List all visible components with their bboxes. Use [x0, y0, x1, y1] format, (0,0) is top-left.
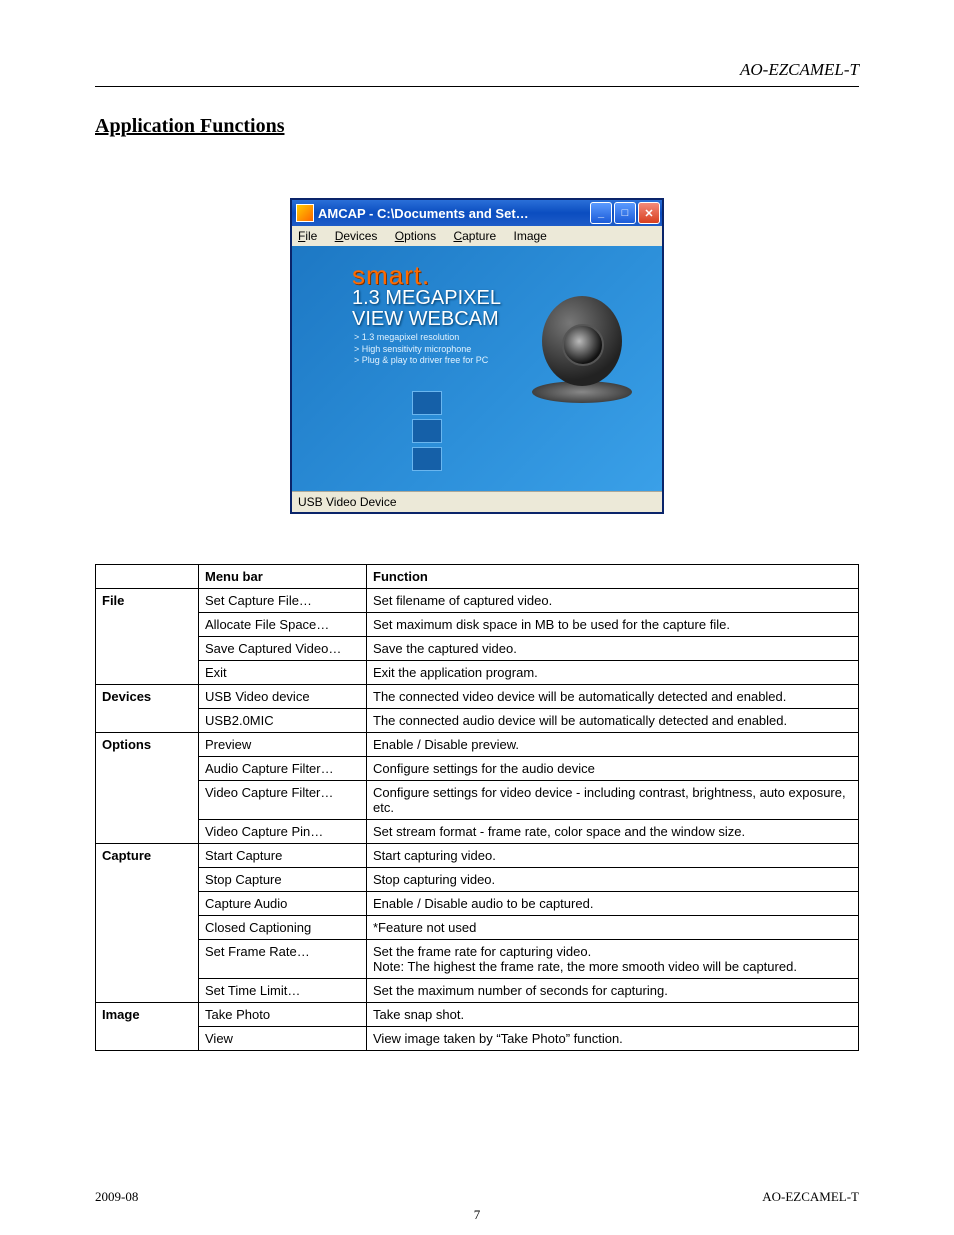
table-row: ExitExit the application program. — [96, 661, 859, 685]
cell-function: Set the maximum number of seconds for ca… — [367, 979, 859, 1003]
cell-function: Enable / Disable audio to be captured. — [367, 892, 859, 916]
menu-options[interactable]: Options — [395, 229, 436, 243]
table-row: Save Captured Video…Save the captured vi… — [96, 637, 859, 661]
table-row: Stop CaptureStop capturing video. — [96, 868, 859, 892]
close-button[interactable]: ✕ — [638, 202, 660, 224]
cell-menu: Video Capture Pin… — [199, 820, 367, 844]
cell-function: Configure settings for video device - in… — [367, 781, 859, 820]
table-row: ViewView image taken by “Take Photo” fun… — [96, 1027, 859, 1051]
app-icon — [296, 204, 314, 222]
cell-menu: Audio Capture Filter… — [199, 757, 367, 781]
video-preview: smart. 1.3 MEGAPIXEL VIEW WEBCAM > 1.3 m… — [292, 246, 662, 491]
cell-function: Set filename of captured video. — [367, 589, 859, 613]
table-row: OptionsPreviewEnable / Disable preview. — [96, 733, 859, 757]
cell-menu: Preview — [199, 733, 367, 757]
table-row: Video Capture Filter…Configure settings … — [96, 781, 859, 820]
cell-function: Configure settings for the audio device — [367, 757, 859, 781]
cell-function: Take snap shot. — [367, 1003, 859, 1027]
table-row: ImageTake PhotoTake snap shot. — [96, 1003, 859, 1027]
function-table: Menu bar Function FileSet Capture File…S… — [95, 564, 859, 1051]
th-category — [96, 565, 199, 589]
table-row: USB2.0MICThe connected audio device will… — [96, 709, 859, 733]
cell-menu: Capture Audio — [199, 892, 367, 916]
menu-capture[interactable]: Capture — [453, 229, 496, 243]
table-row: Audio Capture Filter…Configure settings … — [96, 757, 859, 781]
status-bar: USB Video Device — [292, 491, 662, 512]
footer-product: AO-EZCAMEL-T — [762, 1189, 859, 1205]
cell-menu: Set Capture File… — [199, 589, 367, 613]
table-row: Video Capture Pin…Set stream format - fr… — [96, 820, 859, 844]
table-row: Set Time Limit…Set the maximum number of… — [96, 979, 859, 1003]
header-product: AO-EZCAMEL-T — [95, 60, 859, 87]
cell-function: Save the captured video. — [367, 637, 859, 661]
cell-function: Exit the application program. — [367, 661, 859, 685]
titlebar: AMCAP - C:\Documents and Set… _ □ ✕ — [292, 200, 662, 226]
table-row: DevicesUSB Video deviceThe connected vid… — [96, 685, 859, 709]
cell-menu: Save Captured Video… — [199, 637, 367, 661]
footer-date: 2009-08 — [95, 1189, 138, 1205]
th-function: Function — [367, 565, 859, 589]
cell-function: Set the frame rate for capturing video. … — [367, 940, 859, 979]
cell-menu: Set Time Limit… — [199, 979, 367, 1003]
cell-category: Devices — [96, 685, 199, 733]
cell-menu: Exit — [199, 661, 367, 685]
maximize-button[interactable]: □ — [614, 202, 636, 224]
menu-bar: File Devices Options Capture Image — [292, 226, 662, 246]
cell-function: Stop capturing video. — [367, 868, 859, 892]
table-header-row: Menu bar Function — [96, 565, 859, 589]
cell-menu: USB Video device — [199, 685, 367, 709]
cell-category: Image — [96, 1003, 199, 1051]
menu-file[interactable]: File — [298, 229, 317, 243]
minimize-button[interactable]: _ — [590, 202, 612, 224]
cell-menu: View — [199, 1027, 367, 1051]
th-menubar: Menu bar — [199, 565, 367, 589]
cell-category: Capture — [96, 844, 199, 1003]
cell-menu: Allocate File Space… — [199, 613, 367, 637]
table-row: FileSet Capture File…Set filename of cap… — [96, 589, 859, 613]
table-row: Set Frame Rate…Set the frame rate for ca… — [96, 940, 859, 979]
table-row: CaptureStart CaptureStart capturing vide… — [96, 844, 859, 868]
app-window: AMCAP - C:\Documents and Set… _ □ ✕ File… — [290, 198, 664, 514]
menu-devices[interactable]: Devices — [335, 229, 378, 243]
cell-function: View image taken by “Take Photo” functio… — [367, 1027, 859, 1051]
webcam-illustration — [532, 286, 632, 416]
overlay-features: > 1.3 megapixel resolution > High sensit… — [354, 332, 488, 367]
cell-category: File — [96, 589, 199, 685]
screenshot-container: AMCAP - C:\Documents and Set… _ □ ✕ File… — [95, 198, 859, 514]
cell-function: The connected video device will be autom… — [367, 685, 859, 709]
menu-image[interactable]: Image — [514, 229, 547, 243]
table-row: Closed Captioning*Feature not used — [96, 916, 859, 940]
cell-function: Set maximum disk space in MB to be used … — [367, 613, 859, 637]
overlay-megapixel: 1.3 MEGAPIXEL VIEW WEBCAM — [352, 288, 501, 330]
cell-menu: Take Photo — [199, 1003, 367, 1027]
cell-function: *Feature not used — [367, 916, 859, 940]
cell-function: Set stream format - frame rate, color sp… — [367, 820, 859, 844]
window-title: AMCAP - C:\Documents and Set… — [318, 206, 590, 221]
table-row: Capture AudioEnable / Disable audio to b… — [96, 892, 859, 916]
cell-menu: Stop Capture — [199, 868, 367, 892]
cell-function: Start capturing video. — [367, 844, 859, 868]
overlay-thumbnails — [412, 391, 442, 471]
cell-function: Enable / Disable preview. — [367, 733, 859, 757]
cell-menu: USB2.0MIC — [199, 709, 367, 733]
cell-menu: Video Capture Filter… — [199, 781, 367, 820]
cell-menu: Closed Captioning — [199, 916, 367, 940]
cell-menu: Start Capture — [199, 844, 367, 868]
cell-category: Options — [96, 733, 199, 844]
section-title: Application Functions — [95, 115, 859, 138]
cell-function: The connected audio device will be autom… — [367, 709, 859, 733]
table-row: Allocate File Space…Set maximum disk spa… — [96, 613, 859, 637]
cell-menu: Set Frame Rate… — [199, 940, 367, 979]
page-number: 7 — [0, 1207, 954, 1223]
